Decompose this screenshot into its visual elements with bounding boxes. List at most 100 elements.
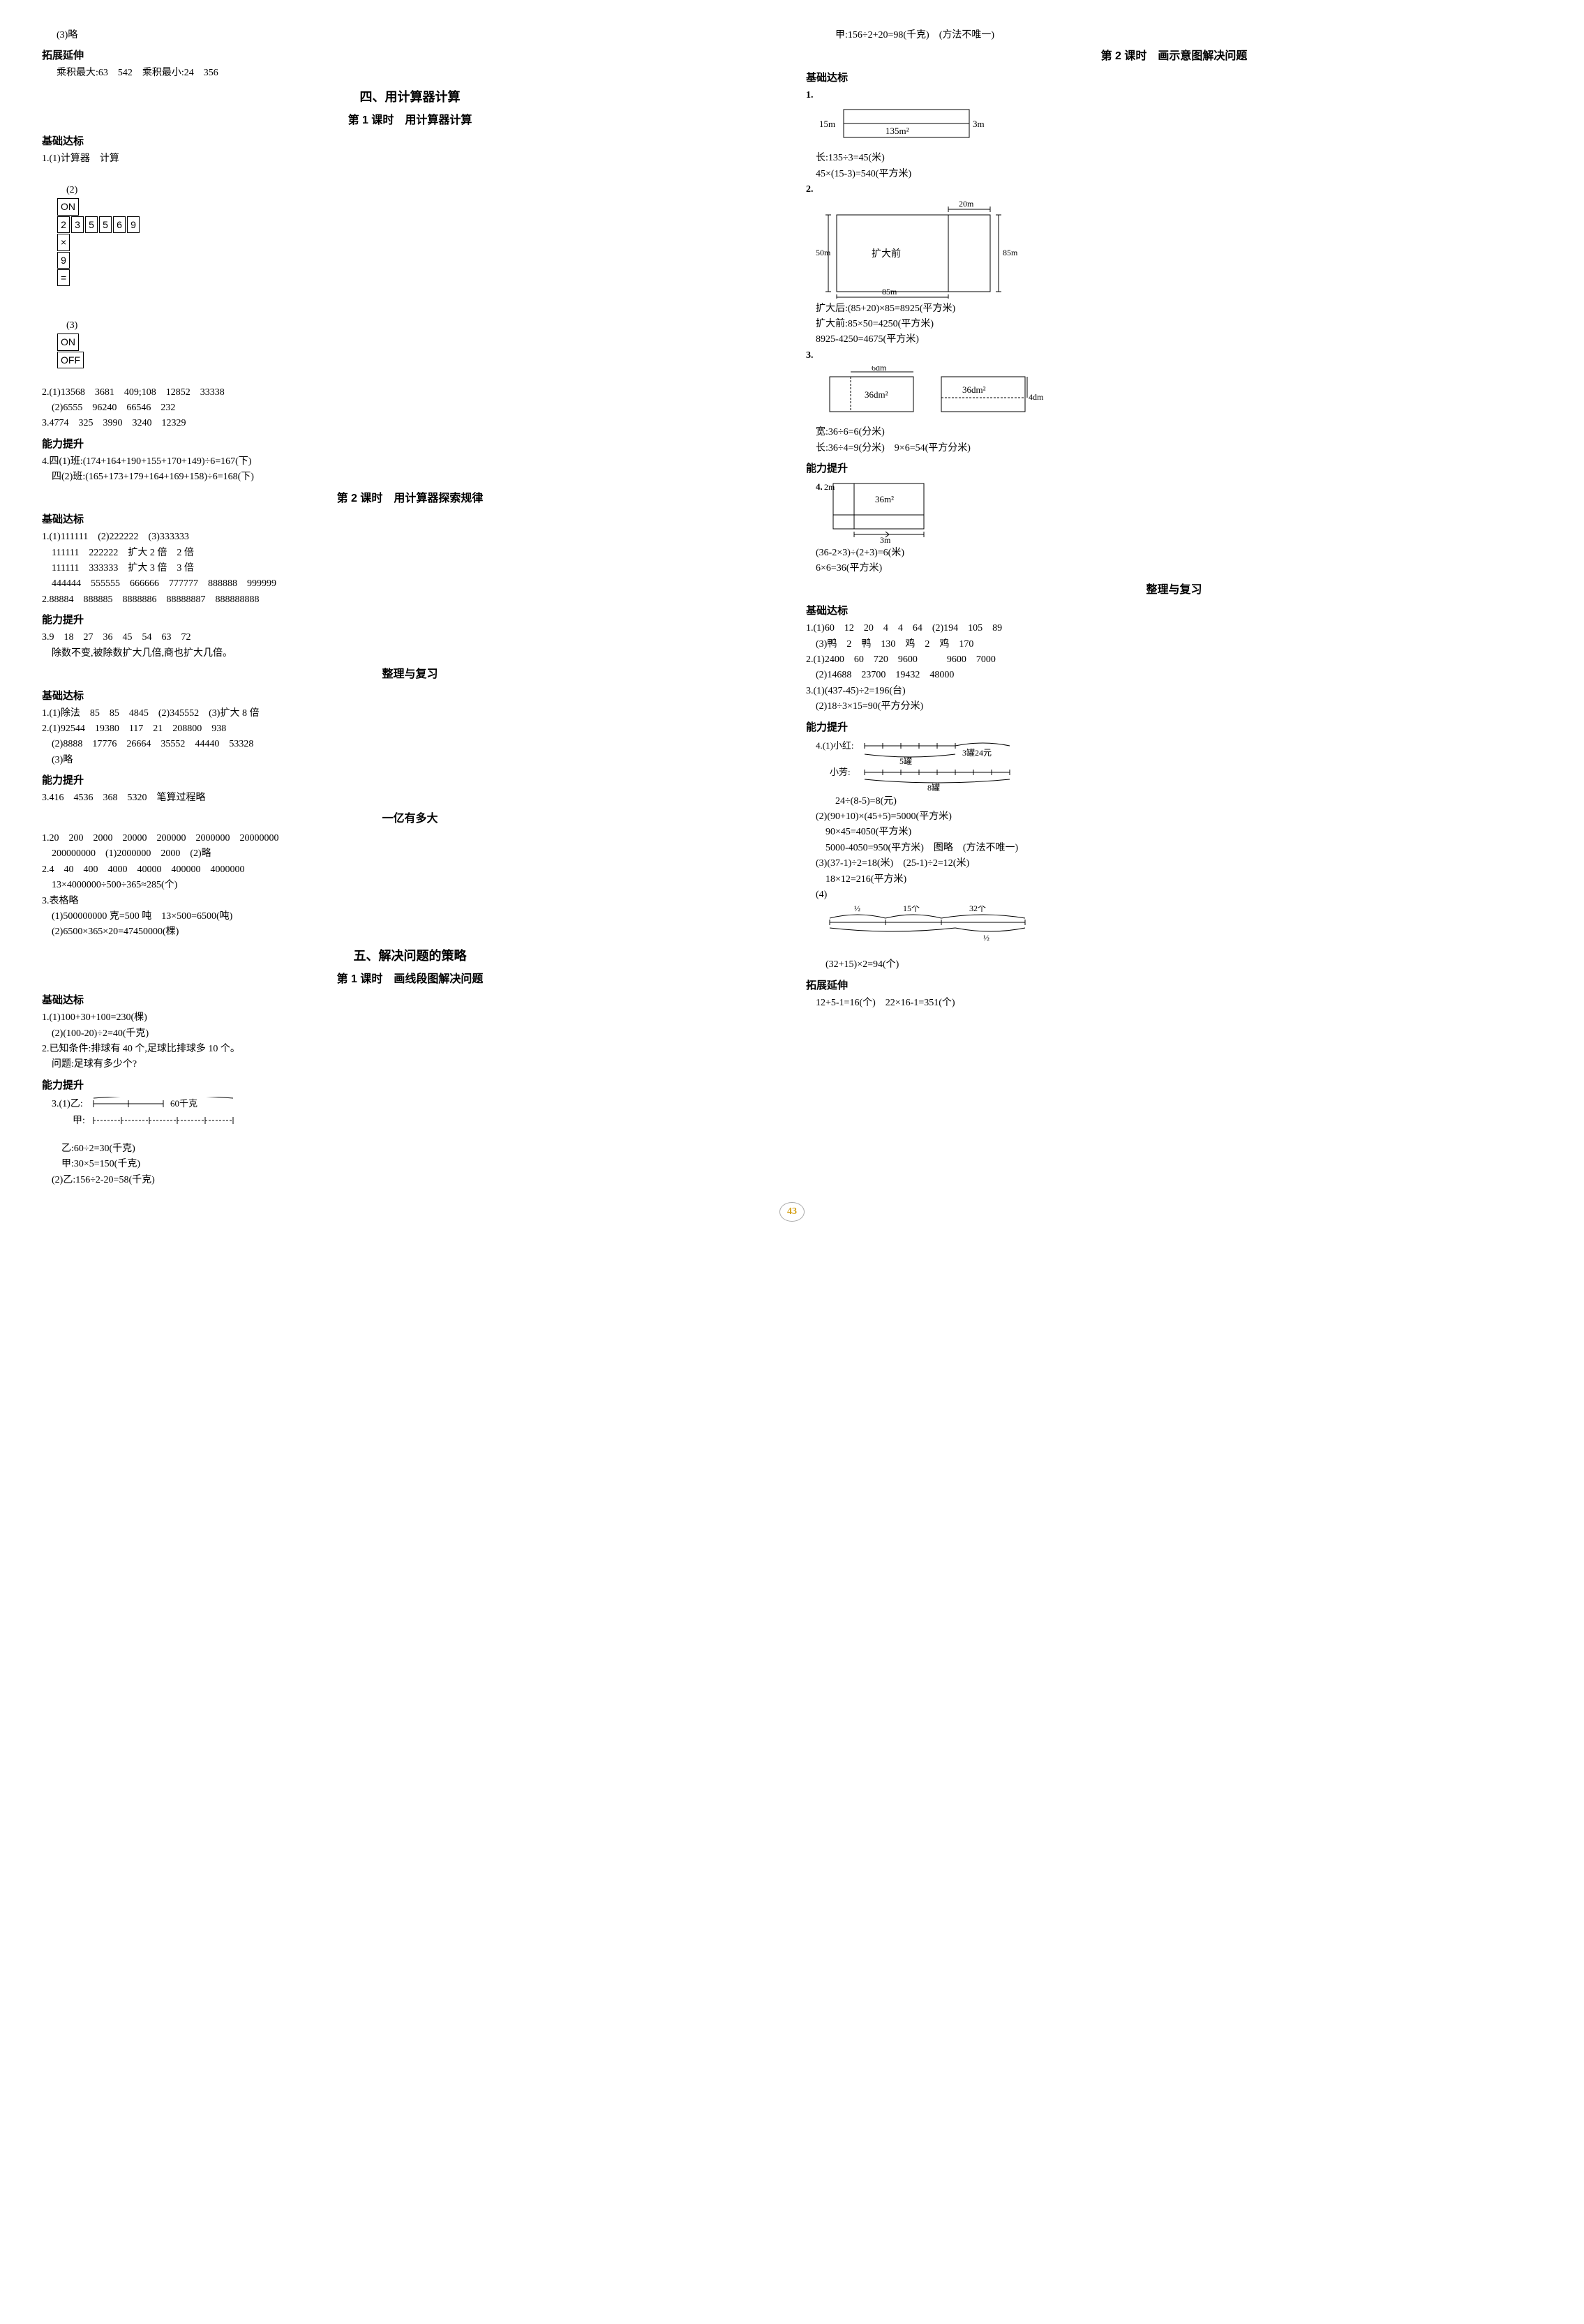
txt: 2.(1)13568 3681 409;108 12852 33338 <box>42 385 778 400</box>
header-nlts: 能力提升 <box>42 772 778 789</box>
page-number-value: 43 <box>779 1202 805 1222</box>
label: 15m <box>819 119 835 129</box>
q4-4-diagram: ½ 15个 32个 ½ <box>816 906 1542 954</box>
txt: 6×6=36(平方米) <box>806 561 1542 576</box>
txt: (2)14688 23700 19432 48000 <box>806 668 1542 683</box>
header-nlts: 能力提升 <box>42 1077 778 1094</box>
calc-key: × <box>57 234 70 250</box>
txt: 13×4000000÷500÷365≈285(个) <box>42 878 778 893</box>
calc-key-on: ON <box>57 333 79 350</box>
txt: 5000-4050=950(平方米) 图略 (方法不唯一) <box>806 841 1542 856</box>
label: 4dm <box>1029 392 1044 402</box>
label: 4.(1)小红: <box>816 740 854 751</box>
line-keys-row: (2) ON 235569 × 9 = <box>42 167 778 303</box>
q4-label: 4. <box>816 481 823 492</box>
header-tzys: 拓展延伸 <box>806 977 1542 994</box>
left-column: (3)略 拓展延伸 乘积最大:63 542 乘积最小:24 356 四、用计算器… <box>42 28 778 1188</box>
txt: 90×45=4050(平方米) <box>806 825 1542 840</box>
label: ½ <box>854 906 860 913</box>
calc-key: 5 <box>85 216 98 233</box>
txt: (3)鸭 2 鸭 130 鸡 2 鸡 170 <box>806 637 1542 652</box>
txt: 8925-4250=4675(平方米) <box>806 332 1542 347</box>
txt: 200000000 (1)2000000 2000 (2)略 <box>42 846 778 862</box>
txt: 1.(1)111111 (2)222222 (3)333333 <box>42 530 778 545</box>
txt: 宽:36÷6=6(分米) <box>806 425 1542 440</box>
txt: 3.(1)(437-45)÷2=196(台) <box>806 684 1542 699</box>
q2-label: 2. <box>806 182 1542 197</box>
label: 36dm² <box>865 389 888 400</box>
txt: 1.20 200 2000 20000 200000 2000000 20000… <box>42 831 778 846</box>
header-nlts: 能力提升 <box>806 460 1542 477</box>
label: 85m <box>1003 248 1018 257</box>
section-5-title: 五、解决问题的策略 <box>42 946 778 966</box>
label: 50m <box>816 248 831 257</box>
txt: 2.(1)92544 19380 117 21 208800 938 <box>42 721 778 737</box>
txt: 1.(1)除法 85 85 4845 (2)345552 (3)扩大 8 倍 <box>42 706 778 721</box>
lesson-title: 第 2 课时 用计算器探索规律 <box>42 490 778 508</box>
header-jcdb: 基础达标 <box>806 70 1542 87</box>
q3-diagram: 36dm² 6dm 36dm² 4dm <box>816 366 1542 422</box>
txt: 甲:156÷2+20=98(千克) (方法不唯一) <box>806 28 1542 43</box>
label: ½ <box>983 933 989 943</box>
q1-diagram: 15m 135m² 3m <box>816 106 1542 148</box>
txt: (2)6555 96240 66546 232 <box>42 400 778 416</box>
label: 20m <box>959 201 974 209</box>
label: 3m <box>973 119 985 129</box>
txt: (1)500000000 克=500 吨 13×500=6500(吨) <box>42 909 778 924</box>
label: 3m <box>880 535 891 543</box>
calc-key: 2 <box>57 216 70 233</box>
xiaohong-xiaofang-diagram: 4.(1)小红: 5罐 3罐24元 小芳: 8罐 <box>816 739 1542 791</box>
lesson-title: 整理与复习 <box>42 666 778 684</box>
calc-key: 6 <box>113 216 126 233</box>
calc-key: 9 <box>57 252 70 269</box>
label-jia: 甲: <box>73 1116 85 1126</box>
calc-key: 9 <box>127 216 140 233</box>
txt: (3)(37-1)÷2=18(米) (25-1)÷2=12(米) <box>806 856 1542 871</box>
label: 32个 <box>969 906 986 913</box>
txt: 3.4774 325 3990 3240 12329 <box>42 416 778 431</box>
txt: 问题:足球有多少个? <box>42 1057 778 1072</box>
header-jcdb: 基础达标 <box>42 688 778 705</box>
lesson-title: 第 1 课时 用计算器计算 <box>42 112 778 130</box>
label-q3: 3.(1)乙: <box>52 1098 83 1109</box>
txt: (2)8888 17776 26664 35552 44440 53328 <box>42 737 778 752</box>
txt: (2)乙:156÷2-20=58(千克) <box>42 1173 778 1188</box>
label: 5罐 <box>899 756 912 766</box>
txt: 除数不变,被除数扩大几倍,商也扩大几倍。 <box>42 646 778 661</box>
q3-label: 3. <box>806 348 1542 363</box>
label: 36m² <box>875 494 894 504</box>
txt: 扩大前:85×50=4250(平方米) <box>806 317 1542 332</box>
header-nlts: 能力提升 <box>42 612 778 629</box>
txt: (4) <box>806 887 1542 903</box>
txt: 2.88884 888885 8888886 88888887 88888888… <box>42 592 778 608</box>
txt: (2)(90+10)×(45+5)=5000(平方米) <box>806 809 1542 825</box>
txt: 2.4 40 400 4000 40000 400000 4000000 <box>42 862 778 878</box>
txt: 3.表格略 <box>42 894 778 909</box>
label-60kg: 60千克 <box>170 1098 197 1109</box>
line-keys-row: (3) ON OFF <box>42 303 778 385</box>
label: 3罐24元 <box>962 748 992 758</box>
lesson-title: 第 1 课时 画线段图解决问题 <box>42 970 778 989</box>
txt: 3.9 18 27 36 45 54 63 72 <box>42 630 778 645</box>
label: 8罐 <box>927 783 940 791</box>
label: 6dm <box>872 366 887 373</box>
calc-key: 3 <box>71 216 84 233</box>
label: 扩大前 <box>872 248 901 260</box>
header-jcdb: 基础达标 <box>42 133 778 150</box>
q2-diagram: 扩大前 20m 50m 85m 85m <box>816 201 1542 299</box>
txt: 111111 333333 扩大 3 倍 3 倍 <box>42 561 778 576</box>
label: 2m <box>824 482 835 492</box>
txt: (32+15)×2=94(个) <box>806 957 1542 973</box>
txt: 24÷(8-5)=8(元) <box>806 794 1542 809</box>
header-nlts: 能力提升 <box>806 719 1542 736</box>
txt: 甲:30×5=150(千克) <box>42 1157 778 1172</box>
txt: 2.已知条件:排球有 40 个,足球比排球多 10 个。 <box>42 1042 778 1057</box>
txt: 4.四(1)班:(174+164+190+155+170+149)÷6=167(… <box>42 454 778 470</box>
txt: 12+5-1=16(个) 22×16-1=351(个) <box>806 996 1542 1011</box>
txt: (2)(100-20)÷2=40(千克) <box>42 1026 778 1042</box>
calc-key: = <box>57 269 70 286</box>
txt: 1.(1)60 12 20 4 4 64 (2)194 105 89 <box>806 621 1542 636</box>
txt: 扩大后:(85+20)×85=8925(平方米) <box>806 301 1542 317</box>
txt: 45×(15-3)=540(平方米) <box>806 167 1542 182</box>
section-4-title: 四、用计算器计算 <box>42 87 778 107</box>
